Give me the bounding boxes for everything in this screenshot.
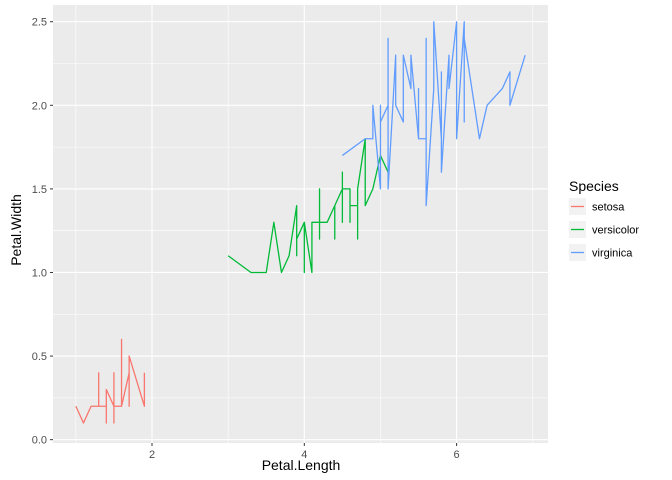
y-tick-label: 2.5 [32,17,47,29]
y-axis-title: Petal.Width [8,194,24,266]
legend-title: Species [569,178,619,194]
x-axis-title: Petal.Length [262,457,341,473]
y-axis: 0.0 0.5 1.0 1.5 2.0 2.5 [32,17,53,447]
legend-item-versicolor: versicolor [569,221,639,238]
x-tick-label: 2 [149,449,155,461]
minor-gridlines [53,5,548,443]
plot-panel [53,5,548,443]
y-tick-label: 1.0 [32,267,47,279]
series-line-setosa [75,338,146,424]
x-axis: 2 4 6 [149,443,460,461]
series-line-virginica [341,21,526,207]
x-tick-label: 4 [301,449,307,461]
y-tick-label: 0.0 [32,435,47,447]
legend-label: setosa [592,202,625,214]
y-tick-label: 2.0 [32,100,47,112]
legend-label: virginica [592,248,633,260]
series-line-versicolor [227,138,389,274]
x-tick-label: 6 [454,449,460,461]
series-lines [75,21,526,424]
y-tick-label: 0.5 [32,351,47,363]
legend-item-virginica: virginica [569,244,633,261]
legend-item-setosa: setosa [569,198,625,215]
y-tick-label: 1.5 [32,184,47,196]
legend: Species setosa versicolor virginica [569,178,639,261]
legend-label: versicolor [592,225,639,237]
